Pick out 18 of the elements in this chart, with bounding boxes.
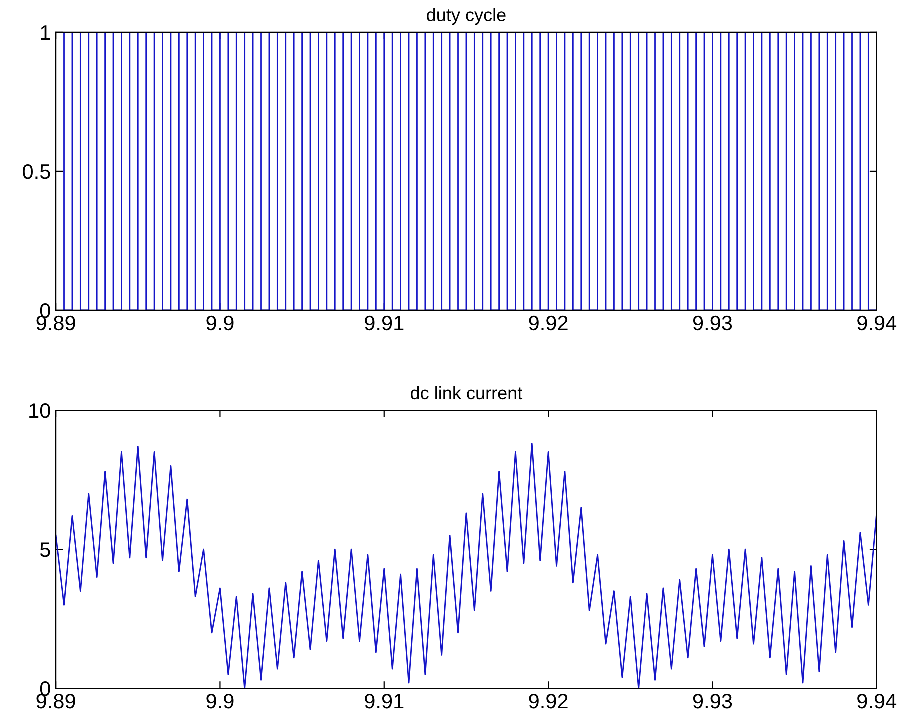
chart-title: duty cycle xyxy=(427,8,506,26)
y-tick-label: 5 xyxy=(40,542,50,558)
x-tick-label: 9.91 xyxy=(365,694,404,709)
x-tick-label: 9.92 xyxy=(529,316,568,331)
x-tick-label: 9.94 xyxy=(858,316,897,331)
x-tick-label: 9.92 xyxy=(529,694,568,709)
x-tick-label: 9.93 xyxy=(693,694,732,709)
y-tick-label: 10 xyxy=(30,404,50,418)
y-tick-label: 0.5 xyxy=(23,164,50,180)
x-tick-label: 9.94 xyxy=(858,694,897,709)
x-tick-label: 9.91 xyxy=(365,316,404,331)
x-tick-label: 9.89 xyxy=(36,694,76,709)
x-tick-label: 9.9 xyxy=(206,694,234,709)
x-tick-label: 9.93 xyxy=(693,316,732,331)
y-tick-label: 0 xyxy=(40,682,50,696)
y-tick-label: 1 xyxy=(41,26,50,40)
chart-title: dc link current xyxy=(411,386,523,400)
x-tick-label: 9.9 xyxy=(206,316,234,331)
